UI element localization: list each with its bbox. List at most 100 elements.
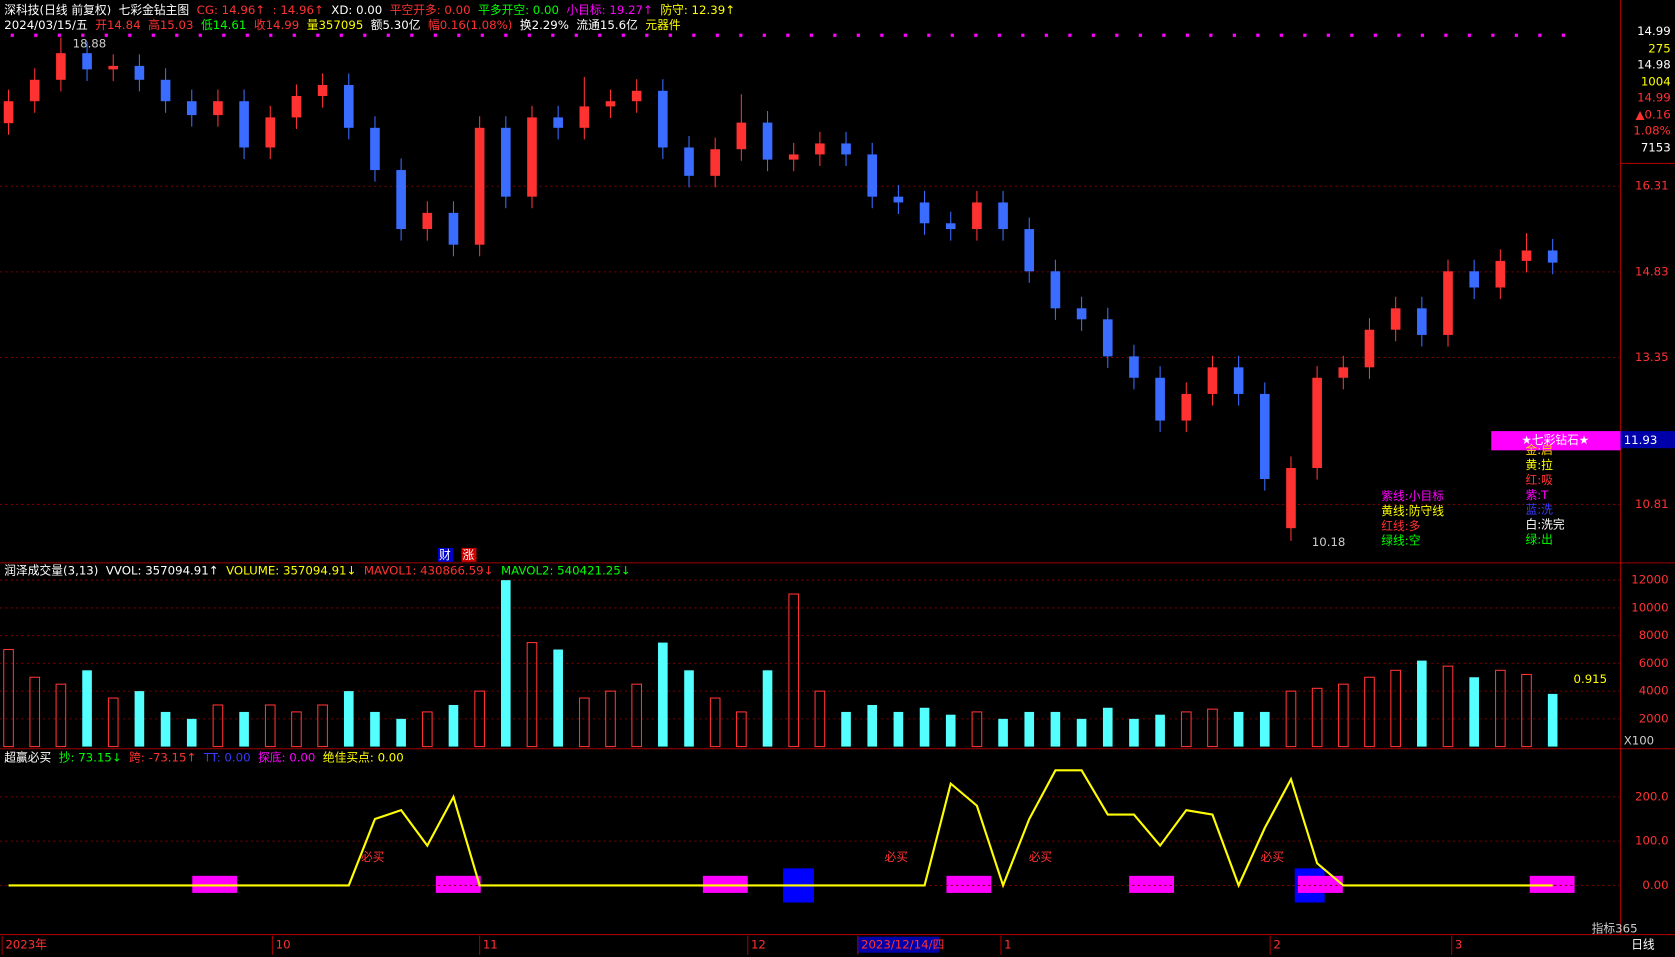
x-tick-label: 2023/12/14/四	[861, 938, 944, 952]
brand: 指标365	[1592, 922, 1638, 936]
candle-body	[1155, 377, 1165, 421]
candle-body	[501, 127, 511, 197]
candle-body	[1495, 260, 1506, 288]
quote-value: 14.99	[1637, 24, 1671, 39]
signal-block	[946, 875, 992, 893]
indicator-value: 抄: 73.15↓	[58, 750, 122, 765]
volume-bar	[343, 691, 354, 747]
candle-body	[684, 147, 694, 176]
legend-entry: 红线:多	[1381, 519, 1421, 533]
indicator-value: MAVOL1: 430866.59↓	[363, 563, 494, 578]
candle-body	[1547, 250, 1558, 263]
candle-body	[815, 143, 825, 155]
indicator-value: 平多开空: 0.00	[478, 3, 559, 18]
x-tick-label: 3	[1455, 938, 1462, 952]
volume-bar	[82, 670, 92, 747]
candle-body	[527, 117, 537, 197]
volume-bar	[448, 704, 459, 747]
candle-body	[1102, 319, 1113, 357]
candle-body	[422, 212, 433, 230]
max-label: 18.88	[73, 36, 107, 50]
candle-body	[658, 90, 668, 148]
quote-info: 2024/03/15/五	[4, 18, 88, 33]
volume-bar	[474, 690, 485, 748]
candle-body	[1207, 367, 1218, 394]
candle-body	[291, 95, 302, 118]
buy-label: 必买	[1261, 850, 1284, 864]
volume-bar	[1259, 711, 1270, 747]
candle-body	[1443, 271, 1453, 335]
candle-body	[1050, 271, 1061, 309]
signal-block	[1129, 875, 1174, 893]
volume-bar	[239, 711, 249, 747]
stock-name: 深科技(日线 前复权)	[4, 3, 112, 18]
volume-bar	[1155, 714, 1165, 747]
legend-entry: 绿:出	[1525, 532, 1553, 547]
quote-info: 高15.03	[148, 18, 194, 33]
chart-title: 七彩金钻主图	[118, 3, 190, 18]
volume-bar	[658, 642, 668, 747]
candle-body	[239, 101, 249, 148]
volume-bar	[919, 707, 930, 747]
volume-bar	[1233, 711, 1244, 747]
legend-entry: 紫:T	[1525, 488, 1549, 502]
chart-title: 润泽成交量(3,13)	[4, 563, 99, 578]
candle-body	[474, 127, 485, 245]
volume-bar	[709, 697, 721, 748]
volume-bar	[396, 718, 406, 747]
quote-value: 1.08%	[1633, 123, 1671, 138]
candle-body	[56, 53, 66, 80]
candle-body	[1521, 250, 1532, 261]
volume-bar	[134, 691, 145, 747]
volume-bar	[788, 593, 800, 748]
legend-entry: 黄线:防守线	[1381, 504, 1444, 519]
volume-bar	[1180, 711, 1192, 748]
signal-block	[1297, 875, 1343, 893]
indicator-value: 跨: -73.15↑	[129, 750, 197, 765]
volume-bar	[867, 704, 878, 747]
quote-value: 275	[1648, 41, 1671, 56]
candle-body	[3, 101, 14, 124]
indicator-value: 防守: 12.39↑	[660, 3, 736, 18]
volume-bar	[1311, 687, 1323, 748]
candle-body	[108, 65, 119, 70]
quote-info: 元器件	[645, 18, 681, 33]
quote-value: 14.99	[1637, 90, 1671, 105]
y-tick-label: 10.81	[1635, 497, 1669, 511]
indicator-line	[8, 769, 1553, 889]
candle-body	[1364, 329, 1375, 368]
buy-label: 必买	[885, 850, 908, 864]
legend-entry: 绿线:空	[1381, 534, 1421, 548]
indicator-value: 探底: 0.00	[258, 750, 316, 765]
candle-body	[605, 101, 616, 107]
volume-bar	[736, 711, 747, 748]
volume-bar	[841, 711, 851, 747]
y-tick-label: 6000	[1639, 656, 1669, 670]
signal-block	[435, 875, 481, 893]
highlight-box	[1491, 431, 1621, 451]
volume-bar	[762, 670, 773, 747]
min-label: 10.18	[1312, 535, 1346, 549]
quote-info: 换2.29%	[519, 18, 569, 33]
candle-body	[1338, 367, 1349, 378]
volume-bar	[1337, 683, 1349, 748]
candle-body	[1181, 393, 1192, 421]
info-line: 2024/03/15/五 开14.84 高15.03 低14.61 收14.99 量357…	[4, 18, 688, 33]
candle-body	[1129, 356, 1139, 378]
x-tick-label: 2023年	[5, 938, 47, 952]
candle-body	[1259, 393, 1270, 479]
volume-bar	[1102, 707, 1113, 747]
legend-left: 紫线:小目标 黄线:防守线 红线:多 绿线:空	[1381, 489, 1444, 549]
volume-bar	[291, 711, 302, 748]
quote-info: 低14.61	[200, 18, 247, 33]
indicator-value: : 14.96↑	[272, 3, 324, 18]
event-badge	[461, 547, 477, 562]
candle-body	[396, 170, 406, 230]
candle-body	[972, 202, 982, 230]
legend-entry: 金:启	[1525, 443, 1553, 458]
legend-entry: 白:洗完	[1525, 518, 1565, 532]
quote-value: 1004	[1640, 74, 1671, 89]
quote-value: 7153	[1640, 140, 1671, 155]
